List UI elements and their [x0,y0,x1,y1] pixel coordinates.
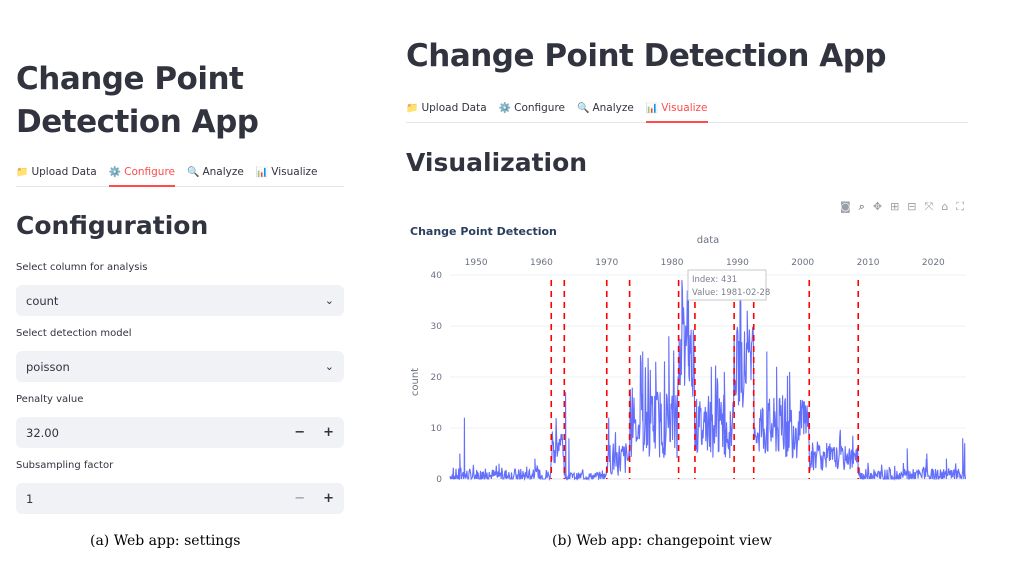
tab-upload-data[interactable]: 📁 Upload Data [16,166,97,186]
column-select-label: Select column for analysis [16,262,148,273]
tab-bar: 📁 Upload Data ⚙️ Configure 🔍 Analyze 📊 Visua… [406,94,968,123]
tab-label: Visualize [661,102,708,114]
tab-label: Configure [514,102,565,114]
tab-visualize[interactable]: 📊 Visualize [645,102,708,123]
chart-container: ◙ ⌕ ✥ ⊞ ⊟ ⤧ ⌂ ⛶ Change Point Detection d… [396,195,972,495]
x-tick-label: 2010 [857,258,880,268]
x-tick-label: 1990 [726,258,749,268]
caption-a: (a) Web app: settings [90,533,241,549]
chevron-down-icon: ⌄ [324,360,334,373]
column-select-value: count [26,293,59,308]
section-title: Visualization [406,148,588,177]
zoom-icon[interactable]: ⌕ [858,200,865,213]
y-tick-label: 40 [431,271,443,281]
model-select-field: Select detection model poisson ⌄ [16,328,344,382]
y-axis-label: count [410,368,421,396]
tab-configure[interactable]: ⚙️ Configure [108,166,176,187]
visualization-panel: Change Point Detection App 📁 Upload Data … [396,0,996,520]
column-select-field: Select column for analysis count ⌄ [16,262,344,316]
bar-chart-icon: 📊 [645,102,659,114]
tab-analyze[interactable]: 🔍 Analyze [577,102,634,122]
tab-visualize[interactable]: 📊 Visualize [256,166,318,186]
x-tick-label: 1950 [465,258,488,268]
tab-configure[interactable]: ⚙️ Configure [499,102,565,122]
hover-tooltip: Index: 431 Value: 1981-02-28 [687,269,770,301]
section-title: Configuration [16,211,209,240]
y-tick-label: 10 [431,424,443,434]
camera-icon[interactable]: ◙ [839,200,851,213]
increment-button[interactable]: + [323,491,334,506]
y-tick-label: 30 [431,322,443,332]
chevron-down-icon: ⌄ [324,294,334,307]
x-tick-label: 1970 [595,258,618,268]
tab-bar: 📁 Upload Data ⚙️ Configure 🔍 Analyze 📊 Visua… [16,158,344,187]
penalty-value: 32.00 [26,425,59,440]
x-tick-label: 2000 [791,258,814,268]
zoom-in-icon[interactable]: ⊞ [890,200,900,213]
tab-label: Visualize [271,166,318,178]
x-axis-label: data [697,235,720,246]
tab-label: Analyze [202,166,244,178]
app-title: Change Point Detection App [16,61,259,140]
tab-label: Upload Data [31,166,97,178]
model-select[interactable]: poisson ⌄ [16,351,344,382]
decrement-button[interactable]: − [294,491,306,506]
decrement-button[interactable]: − [294,425,306,440]
x-tick-label: 1960 [530,258,553,268]
bar-chart-icon: 📊 [255,166,269,178]
folder-icon: 📁 [406,102,419,114]
x-tick-label: 2020 [922,258,945,268]
chart-title: Change Point Detection [410,225,557,238]
chart-modebar: ◙ ⌕ ✥ ⊞ ⊟ ⤧ ⌂ ⛶ [840,200,964,214]
zoom-out-icon[interactable]: ⊟ [907,200,917,213]
x-tick-label: 1980 [661,258,684,268]
tab-label: Upload Data [421,102,487,114]
penalty-label: Penalty value [16,394,84,405]
subsampling-field: Subsampling factor 1 − + [16,460,344,514]
y-tick-label: 20 [431,373,443,383]
subsampling-input[interactable]: 1 − + [16,483,344,514]
subsampling-value: 1 [26,491,34,506]
model-select-value: poisson [26,359,70,374]
tooltip-value: Value: 1981-02-28 [692,288,770,298]
app-title: Change Point Detection App [406,38,887,74]
caption-b: (b) Web app: changepoint view [552,533,772,549]
tab-label: Analyze [592,102,634,114]
subsampling-label: Subsampling factor [16,460,114,471]
search-icon: 🔍 [187,166,200,178]
settings-panel: Change Point Detection App 📁 Upload Data … [0,0,360,520]
search-icon: 🔍 [577,102,590,114]
penalty-field: Penalty value 32.00 − + [16,394,344,448]
changepoint-chart: Change Point Detection data count 0 10 20 3… [410,225,967,485]
autoscale-icon[interactable]: ⤧ [924,200,934,213]
model-select-label: Select detection model [16,328,132,339]
penalty-input[interactable]: 32.00 − + [16,417,344,448]
pan-icon[interactable]: ✥ [872,200,883,213]
column-select[interactable]: count ⌄ [16,285,344,316]
y-tick-label: 0 [436,475,442,485]
series-line [449,280,967,482]
fullscreen-icon[interactable]: ⛶ [956,200,964,213]
folder-icon: 📁 [16,166,29,178]
tooltip-index: Index: 431 [692,275,737,285]
gear-icon: ⚙️ [498,102,512,114]
home-icon[interactable]: ⌂ [941,200,949,213]
tab-analyze[interactable]: 🔍 Analyze [187,166,244,186]
tab-upload-data[interactable]: 📁 Upload Data [406,102,487,122]
tab-label: Configure [124,166,175,178]
increment-button[interactable]: + [323,425,334,440]
gear-icon: ⚙️ [108,166,122,178]
